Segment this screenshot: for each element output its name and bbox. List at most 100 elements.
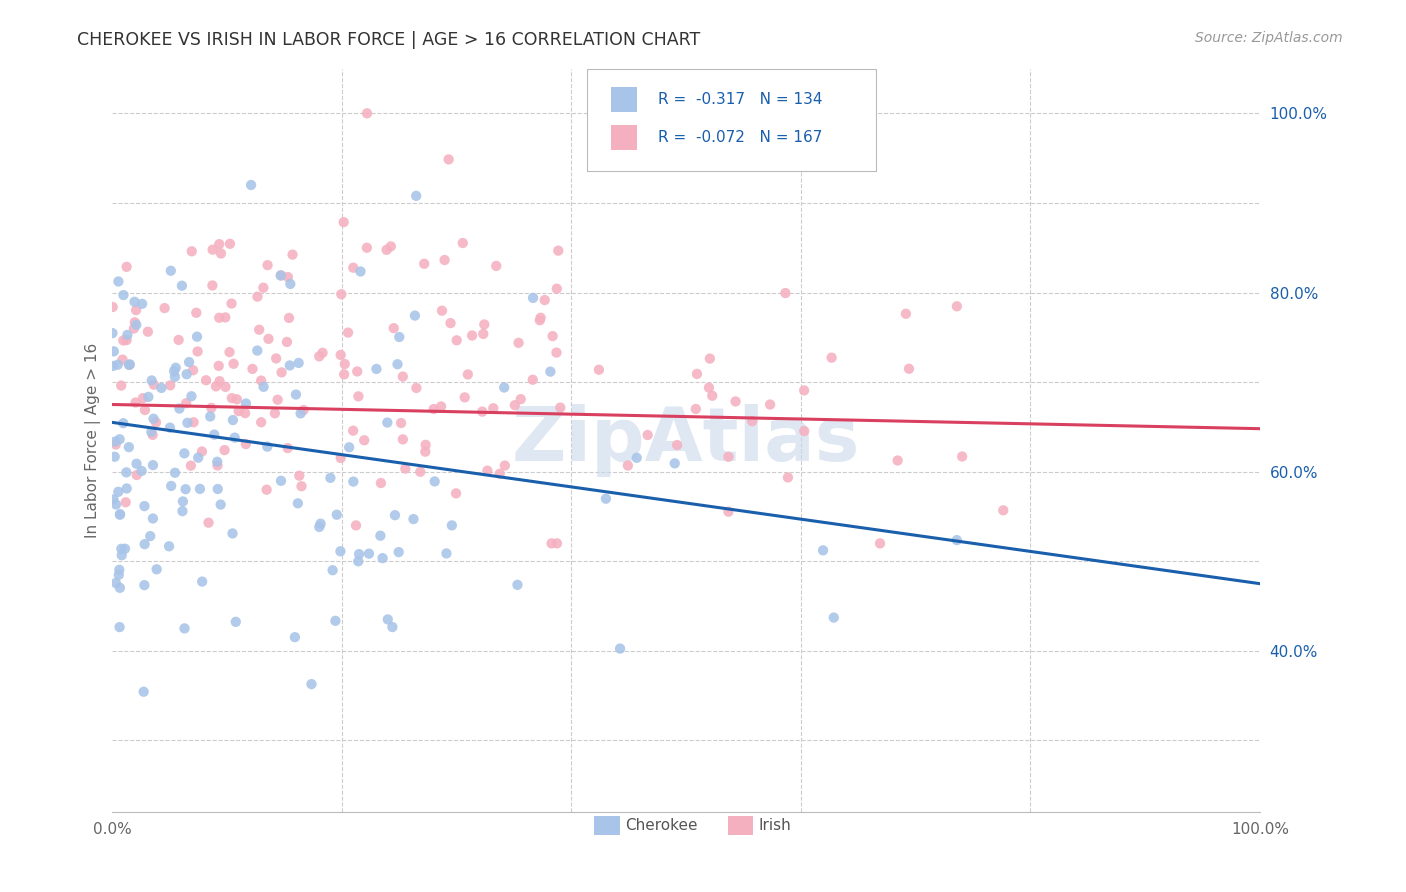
Point <box>250 415 273 429</box>
Point <box>188 482 211 496</box>
Point <box>311 346 333 360</box>
Point <box>176 416 198 430</box>
Point <box>224 431 246 445</box>
Point <box>108 581 131 595</box>
Point <box>637 428 659 442</box>
Point <box>235 396 257 410</box>
Point <box>823 610 845 624</box>
Point <box>242 362 264 376</box>
Point <box>187 344 209 359</box>
Point <box>252 380 274 394</box>
Point <box>107 358 129 372</box>
Point <box>405 189 427 203</box>
Point <box>546 536 568 550</box>
Point <box>595 491 617 506</box>
Point <box>112 334 135 348</box>
Point <box>308 520 330 534</box>
Point <box>344 518 367 533</box>
Point <box>415 444 437 458</box>
Point <box>256 483 278 497</box>
Point <box>103 492 125 507</box>
Point <box>205 379 228 393</box>
Point <box>125 318 148 332</box>
Point <box>346 364 368 378</box>
Point <box>347 554 370 568</box>
Point <box>347 389 370 403</box>
Point <box>195 373 218 387</box>
Point <box>946 533 969 548</box>
Point <box>946 299 969 313</box>
Point <box>187 450 209 465</box>
Point <box>191 444 214 458</box>
Point <box>141 373 163 387</box>
Point <box>388 330 411 344</box>
Point <box>221 391 243 405</box>
Point <box>309 516 332 531</box>
Point <box>270 474 292 488</box>
Point <box>811 543 834 558</box>
Point <box>433 253 456 268</box>
Point <box>142 377 165 392</box>
Point <box>174 482 197 496</box>
Point <box>200 401 222 415</box>
Point <box>342 260 364 275</box>
Point <box>240 178 263 192</box>
Point <box>208 374 231 388</box>
Point <box>494 380 516 394</box>
Point <box>214 310 236 325</box>
Point <box>218 345 240 359</box>
Point <box>112 288 135 302</box>
Point <box>392 433 415 447</box>
Point <box>422 402 444 417</box>
Point <box>509 392 531 406</box>
Point <box>415 438 437 452</box>
Point <box>276 334 298 349</box>
Point <box>124 315 146 329</box>
Point <box>666 438 689 452</box>
Point <box>118 358 141 372</box>
Point <box>869 536 891 550</box>
Point <box>214 380 236 394</box>
Point <box>173 621 195 635</box>
Point <box>337 440 360 454</box>
Point <box>664 456 686 470</box>
Point <box>112 416 135 430</box>
Point <box>180 389 202 403</box>
Point <box>132 685 155 699</box>
Point <box>222 413 245 427</box>
Point <box>108 432 131 446</box>
Point <box>793 384 815 398</box>
Point <box>145 562 167 576</box>
Point <box>208 310 231 325</box>
Point <box>159 420 181 434</box>
Point <box>138 390 160 404</box>
Point <box>522 291 544 305</box>
Point <box>134 403 156 417</box>
Point <box>482 401 505 416</box>
Point <box>278 310 301 325</box>
Point <box>686 367 709 381</box>
Text: CHEROKEE VS IRISH IN LABOR FORCE | AGE > 16 CORRELATION CHART: CHEROKEE VS IRISH IN LABOR FORCE | AGE >… <box>77 31 700 49</box>
Point <box>993 503 1015 517</box>
Point <box>402 512 425 526</box>
Point <box>775 286 797 301</box>
Point <box>202 427 225 442</box>
Point <box>181 363 204 377</box>
Point <box>342 424 364 438</box>
Point <box>256 258 278 272</box>
Text: ZipAtlas: ZipAtlas <box>512 404 860 477</box>
Point <box>108 507 131 521</box>
Point <box>488 467 510 481</box>
Point <box>201 278 224 293</box>
Point <box>264 406 287 420</box>
Point <box>741 414 763 428</box>
Point <box>409 465 432 479</box>
Point <box>110 541 132 556</box>
Point <box>117 327 139 342</box>
Point <box>430 400 453 414</box>
Point <box>685 402 707 417</box>
Point <box>101 326 124 340</box>
Point <box>107 567 129 582</box>
Point <box>277 270 299 285</box>
Point <box>370 529 392 543</box>
